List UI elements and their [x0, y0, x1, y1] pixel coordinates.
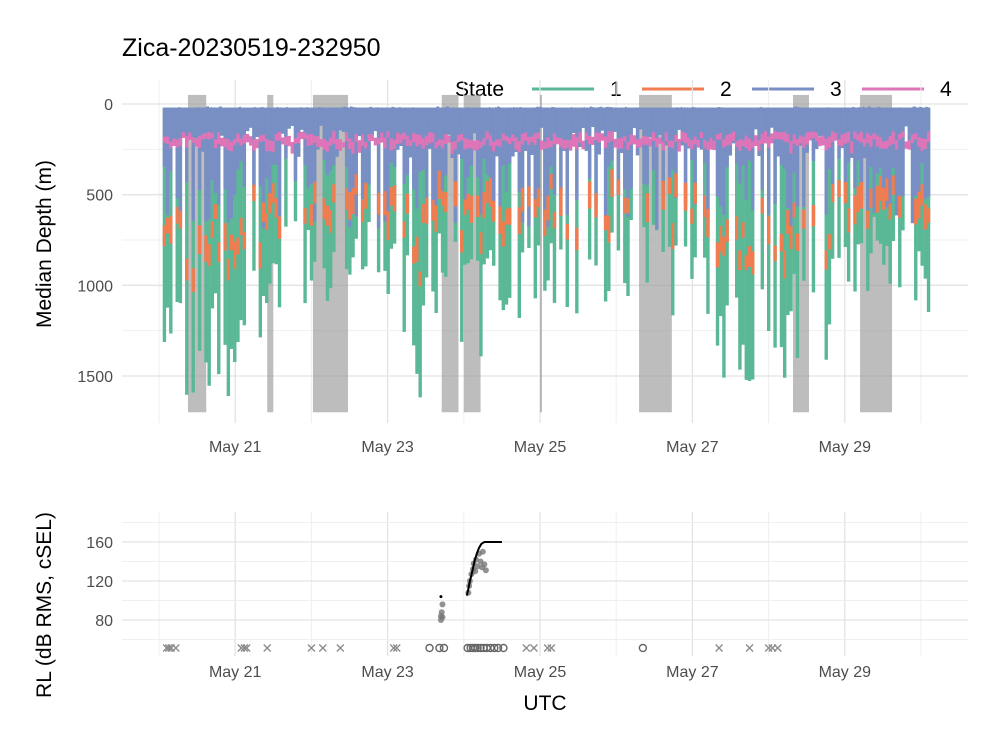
legend-label-4: 4: [940, 78, 952, 101]
depth-x-tick-label: May 23: [361, 439, 414, 456]
rl-y-tick-label: 80: [95, 613, 113, 630]
rl-x-axis-title: UTC: [523, 692, 566, 715]
depth-y-tick-label: 500: [86, 188, 113, 205]
o-marker: [473, 643, 482, 653]
rl-point: [479, 548, 486, 555]
o-marker: [425, 643, 434, 653]
x-marker: [242, 644, 251, 652]
x-marker: [547, 644, 556, 652]
x-marker: [389, 644, 398, 652]
depth-x-tick-label: May 29: [819, 439, 872, 456]
x-marker: [318, 644, 327, 652]
rl-point: [438, 609, 445, 616]
depth-y-tick-label: 1500: [77, 369, 113, 386]
cumulative-sel-point: [439, 595, 443, 599]
depth-y-axis-title: Median Depth (m): [33, 160, 56, 328]
x-marker: [529, 644, 538, 652]
rl-y-tick-labels: 80 120 160: [86, 535, 113, 630]
o-marker: [499, 643, 508, 653]
o-marker: [476, 643, 485, 653]
rl-point: [439, 601, 446, 608]
rl-gridlines: [122, 512, 968, 656]
legend-label-3: 3: [830, 78, 842, 101]
chart-title: Zica-20230519-232950: [122, 34, 381, 62]
shaded-period: [540, 94, 542, 413]
o-marker: [435, 643, 444, 653]
rl-y-tick-label: 160: [86, 535, 113, 552]
x-marker: [392, 644, 401, 652]
depth-y-tick-labels: 0 500 1000 1500: [77, 97, 113, 386]
depth-x-tick-label: May 21: [209, 439, 262, 456]
x-marker: [745, 644, 754, 652]
rl-x-tick-label: May 23: [361, 664, 414, 681]
o-marker: [638, 643, 648, 653]
dive-profiles: [162, 106, 931, 398]
x-marker: [171, 644, 180, 652]
o-marker: [490, 643, 499, 653]
rl-point: [482, 567, 489, 574]
rl-point: [472, 568, 479, 575]
legend-label-2: 2: [720, 78, 732, 101]
depth-y-tick-label: 1000: [77, 278, 113, 295]
x-marker: [715, 644, 724, 652]
x-marker: [336, 644, 345, 652]
rl-marks: [162, 541, 782, 653]
rl-x-tick-label: May 29: [819, 664, 872, 681]
rl-x-tick-labels: May 21 May 23 May 25 May 27 May 29: [209, 664, 871, 681]
o-marker: [493, 643, 503, 653]
depth-x-tick-label: May 27: [666, 439, 719, 456]
rl-point: [474, 563, 481, 570]
x-marker: [307, 644, 316, 652]
rl-y-axis-title: RL (dB RMS, cSEL): [33, 512, 56, 698]
rl-x-tick-label: May 27: [666, 664, 719, 681]
o-marker: [439, 643, 449, 653]
x-marker: [543, 644, 552, 652]
rl-point: [439, 614, 446, 621]
rl-y-tick-label: 120: [86, 574, 113, 591]
x-marker: [240, 644, 249, 652]
rl-point: [481, 561, 488, 568]
x-marker: [773, 644, 782, 652]
x-marker: [164, 644, 173, 652]
depth-y-tick-label: 0: [104, 97, 113, 114]
depth-x-tick-label: May 25: [514, 439, 567, 456]
rl-x-tick-label: May 25: [514, 664, 567, 681]
depth-x-tick-labels: May 21 May 23 May 25 May 27 May 29: [209, 439, 871, 456]
cumulative-sel-line: [465, 541, 502, 596]
x-marker: [263, 644, 272, 652]
x-marker: [522, 644, 531, 652]
rl-x-tick-label: May 21: [209, 664, 262, 681]
